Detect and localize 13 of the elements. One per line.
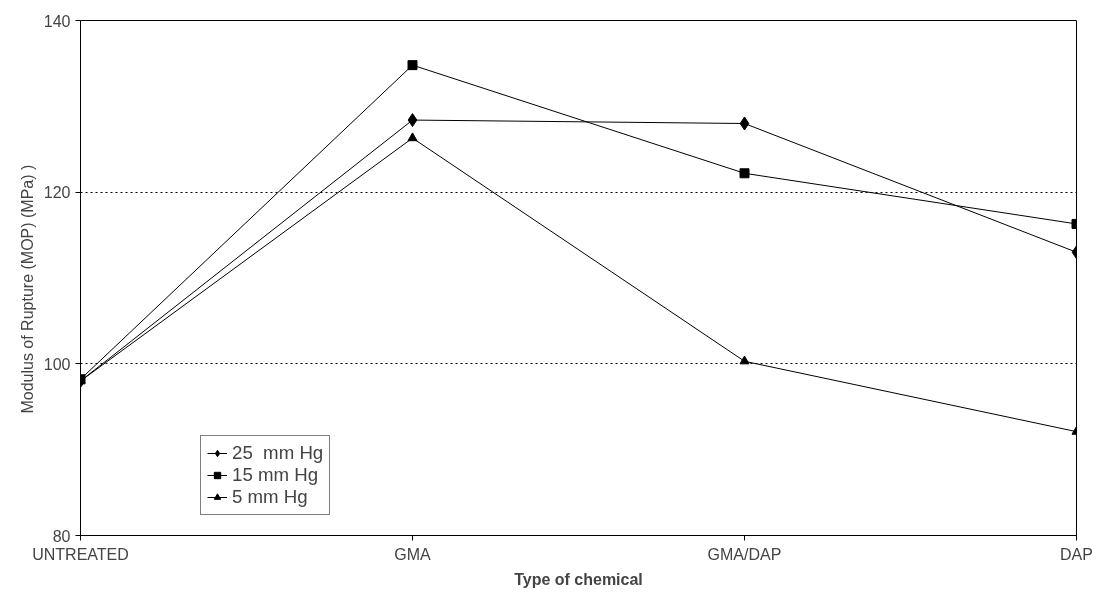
y-tick-label: 80 <box>52 527 71 545</box>
legend-label: 15 mm Hg <box>232 464 319 486</box>
y-tick-label: 120 <box>43 184 71 202</box>
x-tick-label: GMA <box>394 545 432 563</box>
x-tick-label: DAP <box>1060 545 1093 563</box>
legend-label: 25 mm Hg <box>232 442 324 464</box>
x-tick-label: GMA/DAP <box>707 545 782 563</box>
y-tick-label: 140 <box>43 12 71 30</box>
y-tick-label: 100 <box>43 355 71 373</box>
y-axis-title: Modulus of Rupture (MOP) (MPa) ) <box>18 164 36 414</box>
x-axis-title: Type of chemical <box>514 570 643 588</box>
x-tick-label: UNTREATED <box>32 545 129 563</box>
legend-label: 5 mm Hg <box>232 486 308 508</box>
